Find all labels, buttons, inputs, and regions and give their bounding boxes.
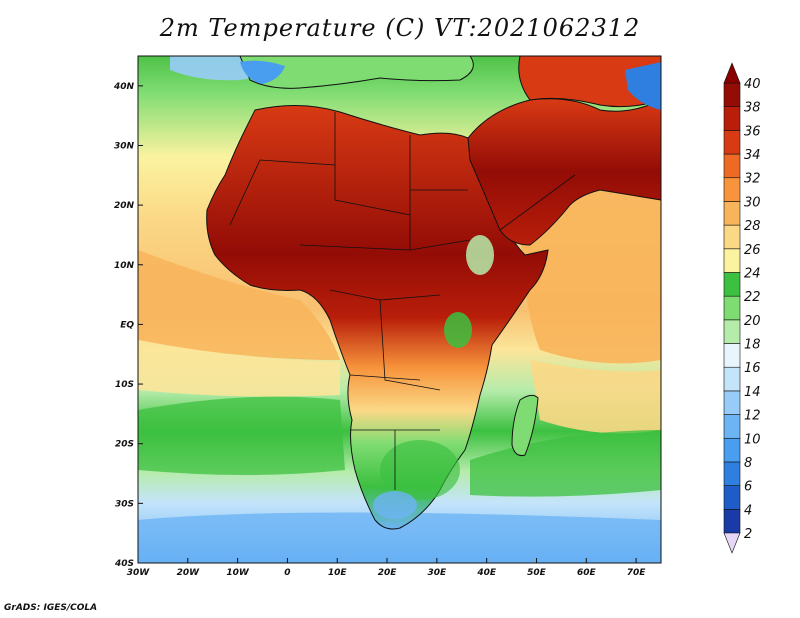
iberia-cool-patch	[240, 60, 285, 84]
longitude-axis: 30W 20W 10W 0 10E 20E 30E 40E 50E 60E 70E	[127, 558, 647, 578]
colorbar-swatch	[723, 201, 741, 226]
colorbar-label: 12	[744, 409, 761, 424]
colorbar-over-triangle	[723, 62, 741, 84]
colorbar-swatch	[723, 295, 741, 321]
far-south-cool-band	[138, 512, 661, 563]
southern-green-band	[138, 396, 345, 475]
colorbar-label: 14	[744, 385, 761, 400]
central-asia-cool-patch	[625, 62, 661, 110]
y-tick-label: 40S	[114, 559, 134, 569]
europe-landmass	[239, 55, 474, 89]
colorbar-swatch	[723, 272, 741, 297]
atlantic-warm-tongue	[138, 250, 340, 360]
x-tick-label: 60E	[577, 568, 597, 578]
colorbar-label: 36	[744, 124, 761, 139]
colorbar-label: 10	[744, 432, 761, 447]
colorbar-swatch	[723, 414, 741, 439]
colorbar-label: 24	[744, 266, 761, 281]
northeast-hot-land	[518, 55, 662, 108]
colorbar-label: 2	[744, 527, 752, 542]
x-tick-label: 10E	[328, 568, 348, 578]
map-plot-area	[137, 55, 662, 564]
colorbar-swatch	[723, 319, 741, 344]
country-borders	[229, 112, 576, 490]
y-tick-label: 20S	[115, 440, 134, 450]
atlantic-mild-band	[138, 340, 340, 397]
colorbar-swatch	[723, 343, 741, 368]
colorbar-label: 28	[744, 219, 761, 234]
y-tick-label: EQ	[120, 320, 134, 330]
colorbar-swatch	[723, 248, 741, 273]
colorbar-label: 4	[744, 503, 752, 518]
y-tick-label: 30S	[115, 499, 134, 509]
ethiopia-highlands	[466, 235, 494, 275]
indian-ocean-warm-tongue	[520, 186, 661, 364]
colorbar-swatch	[723, 130, 741, 155]
colorbar-swatch	[723, 461, 741, 486]
colorbar-swatch	[723, 366, 741, 392]
east-africa-highlands	[444, 312, 472, 348]
colorbar-label: 22	[744, 290, 761, 305]
x-tick-label: 40E	[476, 568, 497, 578]
x-tick-label: 0	[284, 568, 290, 578]
madagascar	[511, 394, 539, 456]
indian-ocean-mild-band	[530, 360, 661, 434]
colorbar-swatch	[723, 437, 741, 463]
colorbar-swatch	[723, 509, 741, 534]
colorbar-under-triangle	[723, 532, 741, 554]
colorbar-label: 32	[744, 172, 761, 187]
colorbar-label: 16	[744, 361, 761, 376]
x-tick-label: 30W	[127, 568, 151, 578]
grads-credit: GrADS: IGES/COLA	[4, 603, 98, 613]
map-title: 2m Temperature (C) VT:2021062312	[159, 14, 641, 42]
x-tick-label: 10W	[226, 568, 250, 578]
colorbar-label: 30	[744, 195, 761, 210]
y-tick-label: 40N	[113, 82, 135, 92]
y-tick-label: 20N	[114, 201, 135, 211]
colorbar-label: 18	[744, 338, 761, 353]
colorbar-label: 34	[744, 148, 761, 163]
colorbar-swatch	[723, 106, 741, 131]
colorbar-swatch	[723, 82, 741, 107]
x-tick-label: 70E	[627, 568, 647, 578]
y-tick-label: 30N	[114, 141, 135, 151]
x-tick-label: 20E	[378, 568, 398, 578]
colorbar-label: 40	[744, 77, 761, 92]
colorbar-label: 6	[744, 480, 752, 495]
latitude-axis: 40S 30S 20S 10S EQ 10N 20N 30N 40N	[113, 82, 143, 569]
southern-africa-highlands	[380, 440, 460, 500]
x-tick-label: 50E	[527, 568, 547, 578]
colorbar-swatch	[723, 390, 741, 415]
colorbar-swatch	[723, 485, 741, 510]
colorbar-label: 38	[744, 101, 761, 116]
y-tick-label: 10S	[115, 380, 134, 390]
plot-border	[137, 55, 662, 564]
cape-cool-patch	[373, 491, 417, 519]
colorbar-label: 20	[744, 314, 761, 329]
x-tick-label: 20W	[177, 568, 201, 578]
colorbar-label: 26	[744, 243, 761, 258]
colorbar-swatch	[723, 224, 741, 250]
colorbar-label: 8	[744, 456, 752, 471]
colorbar-swatch	[723, 153, 741, 179]
y-tick-label: 10N	[114, 261, 135, 271]
colorbar-swatch	[723, 177, 741, 202]
x-tick-label: 30E	[428, 568, 448, 578]
